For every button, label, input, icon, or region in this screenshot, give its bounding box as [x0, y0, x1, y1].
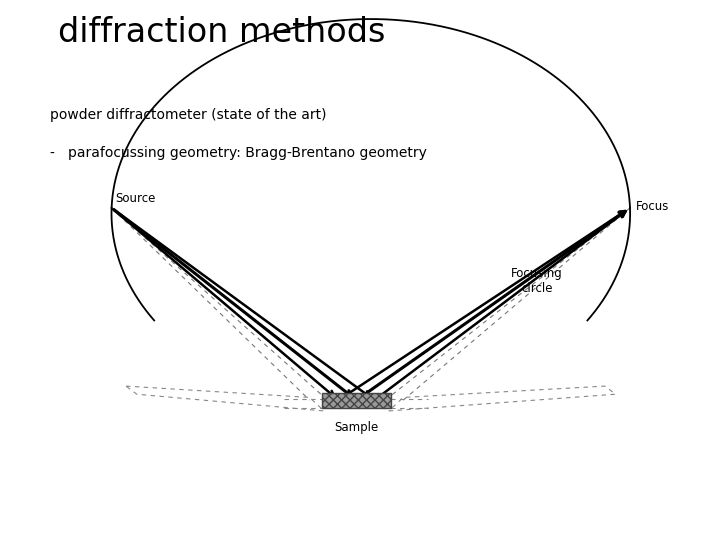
Bar: [323, 393, 390, 408]
Text: Focusing
circle: Focusing circle: [511, 267, 563, 295]
Text: Focus: Focus: [636, 200, 669, 213]
Text: diffraction methods: diffraction methods: [58, 16, 385, 49]
Text: Source: Source: [115, 192, 156, 205]
Text: Sample: Sample: [334, 421, 379, 434]
Text: powder diffractometer (state of the art): powder diffractometer (state of the art): [50, 108, 327, 122]
Text: -   parafocussing geometry: Bragg-Brentano geometry: - parafocussing geometry: Bragg-Brentano…: [50, 146, 427, 160]
